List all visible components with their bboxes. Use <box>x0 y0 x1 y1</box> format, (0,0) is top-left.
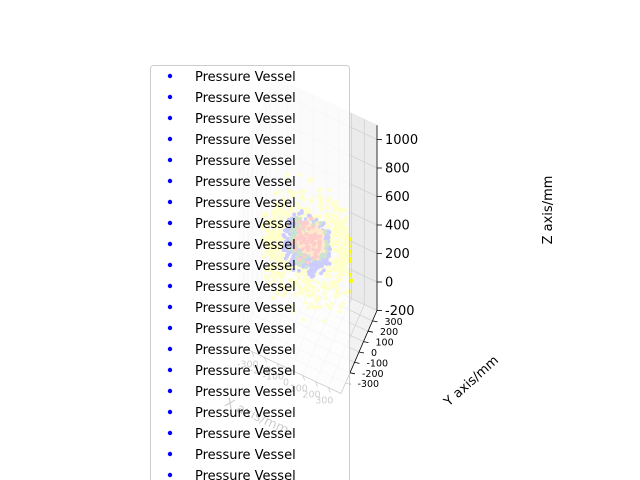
data-point <box>349 278 354 283</box>
legend-label: Pressure Vessel <box>195 196 296 211</box>
legend-label: Pressure Vessel <box>195 70 296 85</box>
legend-marker <box>167 367 173 373</box>
z-tick-label: -200 <box>385 304 415 319</box>
legend-box <box>150 65 350 480</box>
legend-label: Pressure Vessel <box>195 175 296 190</box>
y-tick-label: 300 <box>385 317 403 328</box>
legend-marker <box>167 325 173 331</box>
z-tick-label: 800 <box>385 162 410 177</box>
legend-label: Pressure Vessel <box>195 112 296 127</box>
legend-label: Pressure Vessel <box>195 133 296 148</box>
y-tick-mark <box>363 341 369 343</box>
legend-marker <box>167 241 173 247</box>
legend-label: Pressure Vessel <box>195 364 296 379</box>
z-tick-label: 400 <box>385 219 410 234</box>
legend-label: Pressure Vessel <box>195 427 296 442</box>
legend-marker <box>167 283 173 289</box>
legend-marker <box>167 136 173 142</box>
legend-label: Pressure Vessel <box>195 259 296 274</box>
y-tick-mark <box>358 351 365 354</box>
legend-marker <box>167 115 173 121</box>
z-tick-label: 200 <box>385 247 410 262</box>
legend-marker <box>167 178 173 184</box>
legend-label: Pressure Vessel <box>195 91 296 106</box>
y-tick-label: 200 <box>380 327 398 338</box>
legend-marker <box>167 73 173 79</box>
y-tick-mark <box>367 330 374 333</box>
z-axis-label: Z axis/mm <box>541 176 556 245</box>
legend-marker <box>167 157 173 163</box>
y-tick-label: -200 <box>362 369 384 380</box>
legend-label: Pressure Vessel <box>195 217 296 232</box>
legend-label: Pressure Vessel <box>195 385 296 400</box>
y-tick-mark <box>349 372 356 375</box>
y-tick-label: 0 <box>371 348 377 359</box>
legend-label: Pressure Vessel <box>195 322 296 337</box>
legend-label: Pressure Vessel <box>195 154 296 169</box>
legend-marker <box>167 388 173 394</box>
legend-marker <box>167 304 173 310</box>
legend-marker <box>167 94 173 100</box>
z-tick-label: 600 <box>385 190 410 205</box>
legend: Pressure Vessel Pressure Vessel Pressure V… <box>150 65 350 480</box>
legend-marker <box>167 220 173 226</box>
legend-label: Pressure Vessel <box>195 406 296 421</box>
legend-marker <box>167 262 173 268</box>
legend-label: Pressure Vessel <box>195 280 296 295</box>
y-axis-label: Y axis/mm <box>441 353 502 410</box>
y-tick-label: -100 <box>367 358 389 369</box>
y-tick-label: 100 <box>376 338 394 349</box>
legend-marker <box>167 199 173 205</box>
legend-marker <box>167 409 173 415</box>
y-tick-label: -300 <box>358 379 380 390</box>
legend-label: Pressure Vessel <box>195 469 296 480</box>
y-tick-mark <box>354 362 360 364</box>
legend-marker <box>167 472 173 478</box>
legend-label: Pressure Vessel <box>195 343 296 358</box>
legend-marker <box>167 451 173 457</box>
z-tick-label: 1000 <box>385 133 418 148</box>
legend-marker <box>167 346 173 352</box>
legend-label: Pressure Vessel <box>195 448 296 463</box>
y-tick-mark <box>372 320 378 323</box>
legend-marker <box>167 430 173 436</box>
legend-label: Pressure Vessel <box>195 301 296 316</box>
legend-label: Pressure Vessel <box>195 238 296 253</box>
z-tick-label: 0 <box>385 276 393 291</box>
